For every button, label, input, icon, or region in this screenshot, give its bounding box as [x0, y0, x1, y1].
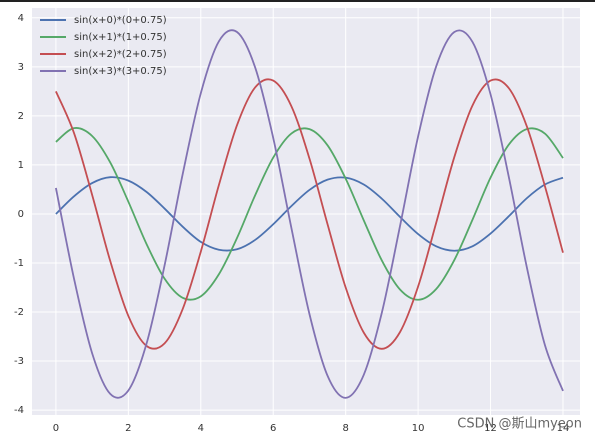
x-tick-label: 2 [125, 423, 131, 434]
legend-label: sin(x+1)*(1+0.75) [74, 32, 167, 43]
y-tick-label: -3 [14, 356, 24, 367]
y-tick-label: 0 [18, 209, 24, 220]
plot-area [32, 8, 580, 415]
y-tick-label: 4 [18, 13, 24, 24]
y-tick-label: 1 [18, 160, 24, 171]
x-tick-label: 8 [342, 423, 348, 434]
legend-label: sin(x+3)*(3+0.75) [74, 66, 167, 77]
x-tick-label: 10 [412, 423, 425, 434]
series-line [55, 176, 564, 252]
y-tick-label: -2 [14, 307, 24, 318]
x-tick-label: 6 [270, 423, 276, 434]
x-tick-label: 4 [198, 423, 204, 434]
x-tick-label: 12 [484, 423, 497, 434]
series-line [55, 29, 564, 399]
legend-label: sin(x+2)*(2+0.75) [74, 49, 167, 60]
y-tick-label: -4 [14, 405, 24, 416]
x-tick-label: 0 [53, 423, 59, 434]
legend-label: sin(x+0)*(0+0.75) [74, 15, 167, 26]
series-line [55, 78, 564, 350]
y-tick-label: 3 [18, 62, 24, 73]
y-tick-label: -1 [14, 258, 24, 269]
watermark: CSDN @斯山myeon [457, 417, 582, 432]
y-tick-label: 2 [18, 111, 24, 122]
series-line [55, 127, 564, 301]
x-tick-label: 14 [557, 423, 570, 434]
